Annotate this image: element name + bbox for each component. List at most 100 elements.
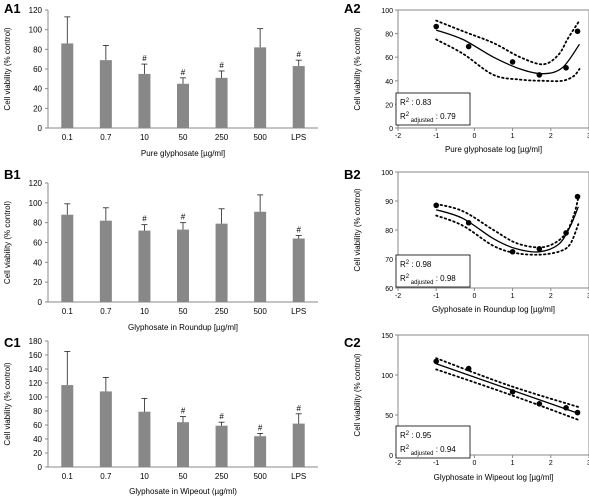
fit-line — [435, 363, 579, 415]
y-tick-label: 0 — [38, 124, 43, 133]
x-tick-label: 0 — [472, 133, 476, 140]
significance-mark: # — [296, 226, 301, 235]
y-tick-label: 120 — [29, 379, 43, 388]
x-tick-label: 0.7 — [100, 307, 112, 316]
y-tick-label: 20 — [33, 104, 42, 113]
significance-mark: # — [181, 407, 186, 416]
y-axis-label: Cell viability (% control) — [353, 188, 362, 271]
fit-line — [435, 29, 581, 75]
panel-a2: A2 0 20 40 60 80 100 -2 -1 0 1 2 3 Pure glyphosate lo… — [344, 1, 589, 154]
confidence-band-upper — [435, 19, 581, 66]
data-point — [574, 28, 581, 35]
x-tick-label: 1 — [511, 460, 515, 467]
x-tick-label: 1 — [511, 293, 515, 300]
y-tick-label: 140 — [29, 365, 43, 374]
bar — [215, 77, 228, 128]
x-tick-label: 500 — [253, 472, 267, 481]
bar — [61, 214, 74, 302]
y-tick-label: 0 — [389, 126, 393, 133]
x-tick-label: 50 — [179, 472, 188, 481]
y-tick-label: 80 — [385, 32, 393, 39]
data-point — [433, 23, 440, 30]
data-point — [574, 409, 581, 416]
x-tick-label: 3 — [587, 460, 589, 467]
bar — [292, 66, 305, 128]
x-tick-label: LPS — [291, 472, 306, 481]
panel-c1: C1 0 20 40 60 80 100 120 140 160 180 0.1 0.7 10 #50 #25… — [3, 335, 318, 496]
significance-mark: # — [296, 404, 301, 413]
significance-mark: # — [258, 423, 263, 432]
y-tick-label: 90 — [385, 199, 393, 206]
significance-mark: # — [219, 61, 224, 70]
x-tick-label: 3 — [587, 133, 589, 140]
data-point — [465, 43, 472, 50]
stat-line: R2 : 0.83 — [400, 98, 432, 107]
bar — [61, 43, 74, 128]
x-tick-label: 0.1 — [62, 472, 74, 481]
y-tick-label: 40 — [33, 85, 42, 94]
significance-mark: # — [142, 54, 147, 63]
stat-line: R2 adjusted : 0.79 — [400, 112, 456, 124]
panel-label: B2 — [344, 167, 361, 182]
x-tick-label: 500 — [253, 307, 267, 316]
data-point — [574, 193, 581, 200]
y-tick-label: 80 — [33, 219, 42, 228]
y-tick-label: 0 — [38, 298, 43, 307]
y-tick-label: 70 — [385, 257, 393, 264]
bar — [215, 425, 228, 467]
x-tick-label: 0.1 — [62, 307, 74, 316]
stat-line: R2 : 0.98 — [400, 260, 432, 269]
y-tick-label: 80 — [33, 407, 42, 416]
significance-mark: # — [219, 412, 224, 421]
y-axis-label: Cell viability (% control) — [353, 353, 362, 436]
data-point — [465, 365, 472, 372]
x-tick-label: -2 — [395, 460, 401, 467]
bar — [138, 230, 151, 302]
bar — [177, 83, 189, 128]
data-point — [563, 405, 569, 411]
y-tick-label: 60 — [33, 421, 42, 430]
x-tick-label: -1 — [433, 293, 439, 300]
x-axis-label: Pure glyphosate log [µg/ml] — [445, 145, 542, 154]
panel-c2: C2 0 50 100 150 -2 -1 0 1 2 3 Glyphosate in Wipeout… — [344, 333, 589, 482]
panel-a1: A1 0 20 40 60 80 100 120 0.1 0.7 #10 #50 #250 500 # LPS… — [3, 1, 318, 158]
fit-line — [436, 206, 579, 253]
x-axis-label: Glyphosate in Wipeout (µg/ml) — [129, 487, 237, 496]
data-point — [433, 202, 440, 209]
x-tick-label: 0.7 — [100, 133, 112, 142]
y-tick-label: 100 — [381, 8, 393, 15]
y-tick-label: 80 — [33, 45, 42, 54]
stat-line: R2 : 0.95 — [400, 431, 432, 440]
bar — [254, 47, 267, 128]
y-tick-label: 0 — [38, 463, 43, 472]
stats-box — [395, 92, 471, 126]
bar — [254, 436, 267, 467]
bar — [254, 211, 267, 302]
significance-mark: # — [181, 213, 186, 222]
data-point — [509, 248, 516, 255]
panel-label: B1 — [4, 167, 21, 182]
y-tick-label: 40 — [33, 435, 42, 444]
x-tick-label: -2 — [395, 293, 401, 300]
panel-label: A2 — [344, 1, 361, 16]
x-axis-label: Glyphosate in Roundup log [µg/ml] — [432, 305, 555, 314]
bar — [215, 223, 228, 302]
y-tick-label: 60 — [33, 65, 42, 74]
x-tick-label: -2 — [395, 133, 401, 140]
plot-frame — [397, 334, 589, 456]
y-tick-label: 60 — [33, 239, 42, 248]
y-tick-label: 60 — [385, 55, 393, 62]
panel-b1: B1 0 20 40 60 80 100 120 0.1 0.7 #10 #50 250 500 # LPS G… — [3, 167, 318, 332]
y-tick-label: 20 — [385, 102, 393, 109]
x-tick-label: 3 — [587, 293, 589, 300]
x-tick-label: LPS — [291, 307, 306, 316]
panel-label: C1 — [4, 335, 21, 350]
bar — [99, 220, 112, 302]
data-point — [465, 219, 472, 226]
stat-line: R2 adjusted : 0.98 — [400, 274, 456, 286]
plot-frame — [397, 9, 589, 129]
y-tick-label: 180 — [29, 337, 43, 346]
y-tick-label: 150 — [381, 333, 393, 340]
y-tick-label: 100 — [29, 199, 43, 208]
